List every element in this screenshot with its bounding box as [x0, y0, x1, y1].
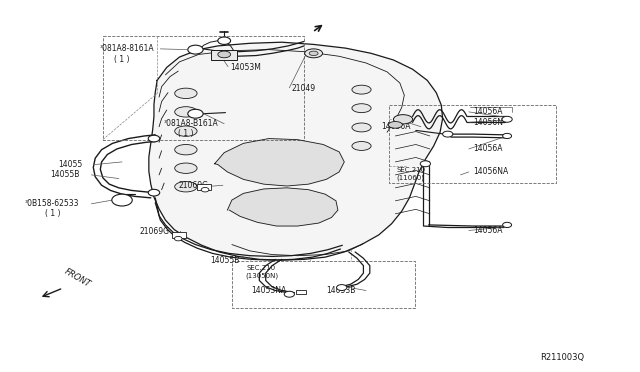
Circle shape	[148, 189, 160, 196]
Text: 14056A: 14056A	[473, 108, 503, 116]
Circle shape	[218, 37, 230, 44]
Ellipse shape	[175, 182, 197, 192]
Text: (13050N): (13050N)	[245, 272, 278, 279]
Text: FRONT: FRONT	[63, 267, 93, 289]
Text: ³0B158-62533: ³0B158-62533	[25, 199, 79, 208]
Text: (11060): (11060)	[397, 174, 424, 181]
Circle shape	[502, 222, 511, 228]
Ellipse shape	[218, 51, 230, 58]
Text: 14053B: 14053B	[326, 286, 356, 295]
Ellipse shape	[388, 122, 403, 128]
Ellipse shape	[352, 123, 371, 132]
Circle shape	[337, 285, 347, 291]
Circle shape	[188, 109, 203, 118]
Bar	[197, 184, 211, 190]
Circle shape	[201, 187, 209, 192]
Bar	[172, 232, 186, 238]
Ellipse shape	[175, 144, 197, 155]
Text: 14055B: 14055B	[210, 256, 239, 264]
Text: 14056A: 14056A	[473, 144, 503, 153]
Text: 14053M: 14053M	[230, 63, 262, 72]
Text: ( 1 ): ( 1 )	[114, 55, 129, 64]
Circle shape	[188, 45, 203, 54]
Text: 14056A: 14056A	[381, 122, 411, 131]
Circle shape	[502, 116, 512, 122]
Text: ( 1 ): ( 1 )	[177, 129, 193, 138]
Ellipse shape	[175, 107, 197, 117]
Text: 14056A: 14056A	[473, 226, 503, 235]
Circle shape	[420, 161, 431, 167]
Text: 14055B: 14055B	[51, 170, 80, 179]
Circle shape	[174, 236, 182, 241]
Bar	[211, 49, 237, 60]
Text: 14053NA: 14053NA	[251, 286, 286, 295]
Ellipse shape	[175, 126, 197, 137]
Text: 14056NA: 14056NA	[473, 167, 509, 176]
Circle shape	[112, 194, 132, 206]
Ellipse shape	[305, 49, 323, 58]
Text: 14055: 14055	[58, 160, 83, 169]
Ellipse shape	[352, 141, 371, 150]
Ellipse shape	[394, 115, 413, 124]
Ellipse shape	[175, 163, 197, 173]
Text: 21069G: 21069G	[140, 227, 170, 236]
Text: 21069G: 21069G	[178, 181, 208, 190]
Ellipse shape	[309, 51, 318, 55]
Ellipse shape	[352, 104, 371, 113]
Text: R211003Q: R211003Q	[540, 353, 584, 362]
Text: 21049: 21049	[291, 84, 316, 93]
Text: ³081A8-8161A: ³081A8-8161A	[100, 44, 154, 53]
Circle shape	[284, 291, 294, 297]
Circle shape	[443, 131, 453, 137]
Ellipse shape	[175, 88, 197, 99]
Bar	[296, 290, 306, 294]
Text: ³081A8-B161A: ³081A8-B161A	[164, 119, 218, 128]
Text: SEC.210: SEC.210	[397, 167, 426, 173]
Circle shape	[502, 134, 511, 138]
Circle shape	[148, 135, 160, 142]
Text: ( 1 ): ( 1 )	[45, 209, 61, 218]
Polygon shape	[149, 42, 443, 260]
Polygon shape	[227, 188, 338, 226]
Ellipse shape	[352, 85, 371, 94]
Polygon shape	[214, 138, 344, 186]
Text: SEC.210: SEC.210	[246, 265, 276, 271]
Text: 14056N: 14056N	[473, 118, 503, 127]
